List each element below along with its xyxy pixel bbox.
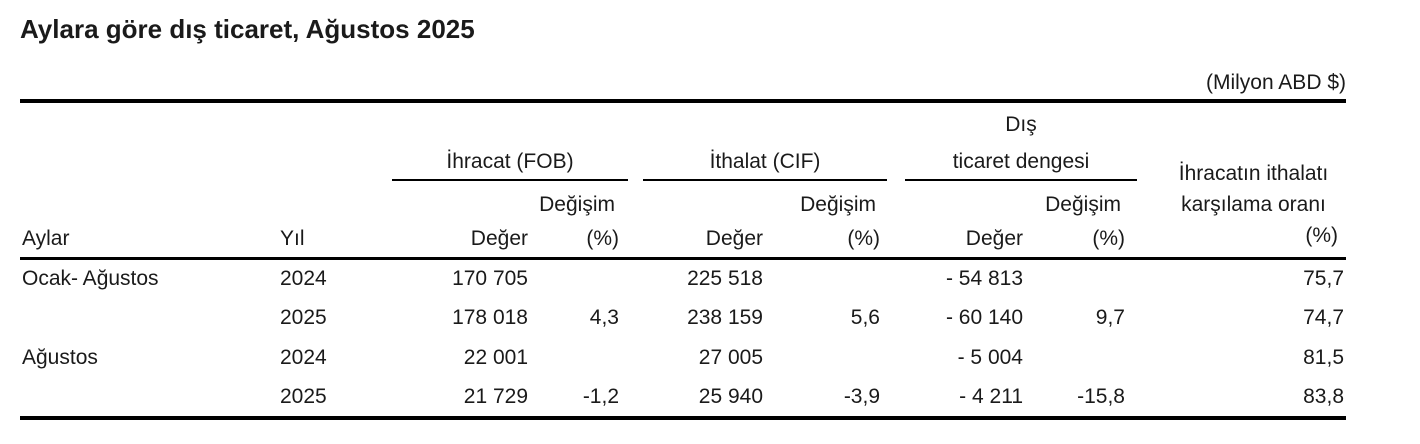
header-group-denge-line1: Dış <box>1005 113 1037 136</box>
header-ithalat-deger: Değer <box>621 221 765 260</box>
coverage-line1: İhracatın ithalatı <box>1178 161 1329 185</box>
header-spacer <box>20 137 410 181</box>
cell-karsilama-orani: 75,7 <box>1303 266 1344 290</box>
cell-ihracat-deger: 178 018 <box>452 306 528 329</box>
table-row: Ağustos 2024 22 001 27 005 - 5 004 81,5 <box>20 338 1346 378</box>
cell-ithalat-deger: 25 940 <box>698 385 763 408</box>
header-spacer <box>621 101 882 137</box>
header-denge-degisim: Değişim <box>1045 193 1121 216</box>
cell-ihracat-degisim <box>530 338 621 378</box>
cell-denge-degisim <box>1025 258 1127 298</box>
cell-denge-degisim: -15,8 <box>1077 385 1125 408</box>
table-row: 2025 178 018 4,3 238 159 5,6 - 60 140 9,… <box>20 298 1346 338</box>
cell-ihracat-deger: 21 729 <box>463 385 528 408</box>
cell-karsilama-orani: 83,8 <box>1303 385 1344 408</box>
page-title: Aylara göre dış ticaret, Ağustos 2025 <box>20 14 475 44</box>
cell-denge-deger: - 60 140 <box>945 306 1023 329</box>
cell-ithalat-degisim <box>765 338 882 378</box>
cell-ithalat-degisim: -3,9 <box>843 385 880 408</box>
cell-yil: 2024 <box>280 266 327 290</box>
cell-aylar: Ocak- Ağustos <box>22 266 159 290</box>
header-group-ihracat: İhracat (FOB) <box>392 137 628 181</box>
cell-ihracat-degisim: -1,2 <box>582 385 619 408</box>
header-ihracat-degisim: Değişim <box>539 193 615 216</box>
cell-aylar <box>20 298 260 338</box>
cell-ihracat-degisim: 4,3 <box>589 306 619 329</box>
cell-ithalat-deger: 225 518 <box>687 266 763 290</box>
header-denge-deger: Değer <box>882 221 1025 260</box>
cell-aylar: Ağustos <box>22 346 98 369</box>
cell-denge-degisim: 9,7 <box>1095 306 1125 329</box>
cell-yil: 2025 <box>280 306 327 329</box>
trade-table: Dış İhracatın ithalatı karşılama oranı (… <box>20 99 1346 420</box>
header-spacer <box>20 101 410 137</box>
coverage-line2: karşılama oranı <box>1181 192 1326 216</box>
cell-ihracat-degisim <box>530 258 621 298</box>
unit-note: (Milyon ABD $) <box>1205 71 1346 94</box>
cell-denge-deger: - 5 004 <box>957 346 1023 369</box>
header-spacer <box>20 181 410 221</box>
cell-denge-deger: - 54 813 <box>945 266 1023 290</box>
table-body: Ocak- Ağustos 2024 170 705 225 518 - 54 … <box>20 258 1346 418</box>
cell-ithalat-deger: 27 005 <box>698 346 763 369</box>
cell-ihracat-deger: 170 705 <box>452 266 528 290</box>
table-row: 2025 21 729 -1,2 25 940 -3,9 - 4 211 -15… <box>20 378 1346 418</box>
header-aylar: Aylar <box>20 221 260 260</box>
header-coverage-ratio: İhracatın ithalatı karşılama oranı (%) <box>1127 101 1346 260</box>
header-group-ithalat: İthalat (CIF) <box>621 137 887 181</box>
cell-ihracat-deger: 22 001 <box>463 346 528 369</box>
table-header: Dış İhracatın ithalatı karşılama oranı (… <box>20 101 1346 260</box>
cell-yil: 2024 <box>280 346 327 369</box>
cell-yil: 2025 <box>280 385 327 408</box>
cell-denge-deger: - 4 211 <box>959 385 1023 408</box>
header-ihracat-deger: Değer <box>410 221 530 260</box>
header-ithalat-degisim: Değişim <box>800 193 876 216</box>
coverage-pct: (%) <box>1305 223 1338 247</box>
cell-denge-degisim <box>1025 338 1127 378</box>
cell-ithalat-deger: 238 159 <box>687 306 763 329</box>
cell-ithalat-degisim: 5,6 <box>850 306 880 329</box>
header-denge-pct: (%) <box>1025 221 1127 260</box>
cell-karsilama-orani: 74,7 <box>1303 306 1344 329</box>
header-yil: Yıl <box>260 221 410 260</box>
header-ithalat-pct: (%) <box>765 221 882 260</box>
table-row: Ocak- Ağustos 2024 170 705 225 518 - 54 … <box>20 258 1346 298</box>
header-ihracat-pct: (%) <box>530 221 621 260</box>
cell-aylar <box>20 378 260 418</box>
cell-ithalat-degisim <box>765 258 882 298</box>
header-group-denge-line2: ticaret dengesi <box>882 137 1137 181</box>
cell-karsilama-orani: 81,5 <box>1303 346 1344 369</box>
header-spacer <box>410 101 621 137</box>
